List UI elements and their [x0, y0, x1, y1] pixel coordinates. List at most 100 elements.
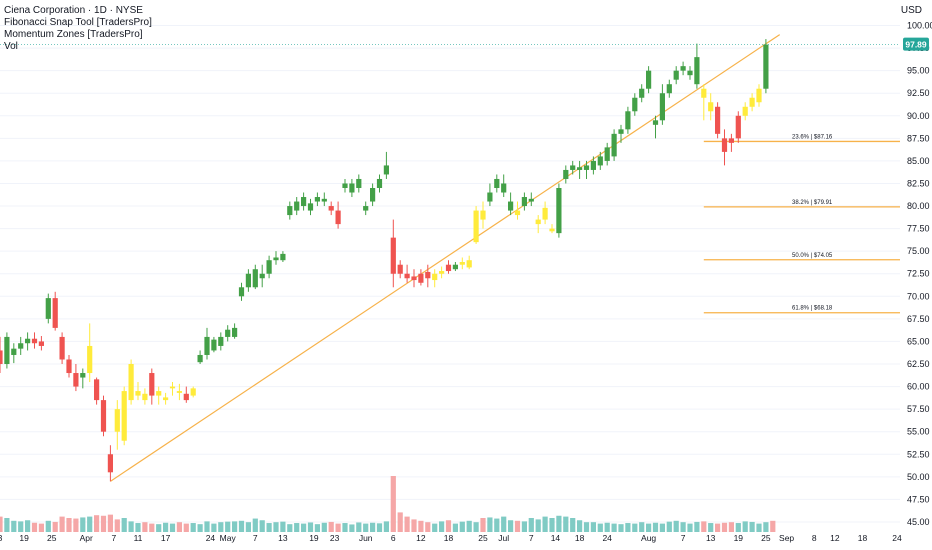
candle — [404, 264, 410, 283]
volume-bar — [570, 518, 576, 532]
volume-bar — [549, 518, 555, 532]
candle — [715, 102, 721, 139]
volume-bar — [363, 523, 369, 532]
candle-body — [570, 165, 576, 170]
candle — [646, 66, 652, 94]
candle-body — [294, 201, 300, 211]
candle — [142, 388, 148, 405]
volume-bar — [452, 523, 458, 532]
volume-bar — [259, 520, 265, 532]
candle — [80, 368, 86, 389]
candle-body — [128, 364, 134, 401]
volume-bar — [487, 517, 493, 532]
volume-bar — [687, 523, 693, 532]
volume-bar — [142, 522, 148, 532]
indicator-volume[interactable]: Vol — [4, 41, 18, 52]
volume-bar — [577, 520, 583, 532]
candle-body — [149, 373, 155, 396]
candle — [204, 327, 210, 360]
candle — [570, 160, 576, 175]
candle — [376, 174, 383, 193]
candle-body — [183, 393, 189, 401]
indicator-fibonacci[interactable]: Fibonacci Snap Tool [TradersPro] — [4, 17, 152, 28]
candle-body — [694, 57, 700, 85]
candle — [694, 43, 700, 89]
candle — [452, 262, 458, 272]
candle-body — [673, 70, 679, 80]
price-tick-label: 80.00 — [907, 201, 930, 211]
candle-body — [80, 373, 86, 378]
price-tick-label: 72.50 — [907, 269, 930, 279]
candle — [363, 201, 369, 216]
candle — [687, 66, 693, 80]
volume-bar — [232, 521, 238, 532]
time-tick-label: 19 — [19, 533, 29, 543]
volume-bar — [321, 522, 327, 532]
volume-bar — [563, 516, 569, 532]
volume-bar — [473, 522, 479, 532]
fibonacci-levels: 23.6% | $87.16 38.2% | $79.91 50.0% | $74.… — [703, 134, 900, 314]
candle — [721, 129, 728, 166]
candle — [94, 377, 100, 405]
candle-body — [169, 386, 176, 389]
fib-level-label: 38.2% | $79.91 — [792, 200, 833, 206]
candle-body — [514, 210, 521, 216]
candle-body — [445, 264, 452, 272]
candle — [252, 264, 258, 290]
price-tick-label: 77.50 — [907, 224, 930, 234]
volume-bar — [52, 521, 58, 532]
trendline[interactable] — [110, 34, 781, 482]
time-tick-label: 18 — [575, 533, 585, 543]
volume-bar — [45, 520, 51, 532]
candle — [583, 160, 590, 179]
candle — [218, 332, 224, 351]
price-tick-label: 75.00 — [907, 246, 930, 256]
candle — [238, 282, 245, 301]
indicator-momentum[interactable]: Momentum Zones [TradersPro] — [4, 29, 143, 40]
price-tick-label: 52.50 — [907, 449, 930, 459]
candle-body — [197, 354, 203, 363]
candle — [432, 269, 438, 288]
candle-body — [618, 129, 624, 134]
price-tick-label: 57.50 — [907, 404, 930, 414]
volume-bar — [535, 519, 541, 532]
candle-body — [652, 120, 659, 125]
volume-bar — [770, 520, 776, 532]
candle — [708, 93, 714, 121]
time-tick-label: 25 — [478, 533, 488, 543]
candle-body — [370, 188, 376, 202]
candle — [494, 174, 500, 193]
time-axis[interactable]: 3 19 25 Apr 7 11 17 24 May 7 13 19 23 Jun 6 12 18 25 Jul 7 1… — [0, 533, 902, 543]
currency-label[interactable]: USD — [900, 5, 922, 16]
volume-bar — [390, 476, 396, 532]
candle — [163, 392, 169, 405]
volume-bar — [418, 520, 424, 532]
volume-bar — [335, 523, 341, 532]
symbol-title[interactable]: Ciena Corporation · 1D · NYSE — [4, 5, 143, 16]
price-tick-label: 55.00 — [907, 427, 930, 437]
candle-body — [38, 341, 44, 346]
candle-body — [11, 348, 17, 355]
candle-body — [190, 388, 196, 396]
candle-body — [45, 298, 51, 319]
candle-body — [521, 197, 527, 207]
candle-body — [583, 165, 590, 170]
candle — [466, 255, 472, 270]
price-tick-label: 60.00 — [907, 382, 930, 392]
candle-body — [176, 391, 182, 393]
candle-body — [280, 253, 286, 261]
candle — [245, 269, 251, 292]
candle — [52, 291, 58, 331]
candle-body — [4, 336, 10, 364]
volume-bar — [100, 515, 107, 532]
candle — [73, 364, 79, 392]
volume-bar — [266, 523, 272, 532]
volume-bar — [659, 523, 665, 532]
time-tick-label: Sep — [779, 533, 794, 543]
volume-bar — [439, 521, 445, 532]
volume-bar — [501, 516, 507, 532]
volume-bar — [445, 520, 452, 532]
candle-body — [100, 400, 107, 432]
price-axis[interactable]: 45.00 47.50 50.00 52.50 55.00 57.50 60.00 62.50… — [907, 21, 932, 527]
